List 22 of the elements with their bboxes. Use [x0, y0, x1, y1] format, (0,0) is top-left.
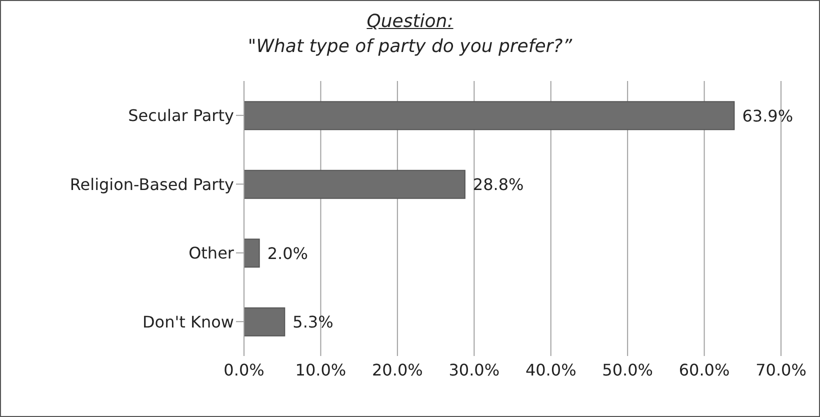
x-tick-label: 60.0%	[678, 360, 730, 380]
data-label: 2.0%	[267, 244, 308, 263]
x-tick-label: 20.0%	[372, 360, 423, 380]
bar	[244, 101, 735, 130]
data-label: 63.9%	[742, 106, 794, 126]
y-tick-label: Don't Know	[142, 312, 234, 332]
data-label: 28.8%	[472, 175, 524, 194]
x-tick-label: 10.0%	[295, 360, 346, 380]
y-tick-label: Other	[188, 244, 234, 263]
chart-subtitle: "What type of party do you prefer?”	[246, 36, 574, 57]
x-tick-label: 40.0%	[525, 360, 576, 380]
x-tick-label: 30.0%	[448, 360, 500, 380]
bar	[244, 170, 466, 199]
bar	[244, 238, 260, 268]
x-tick-label: 0.0%	[224, 360, 264, 380]
chart-title: Question:	[366, 11, 454, 32]
y-tick-label: Religion-Based Party	[70, 174, 234, 194]
data-label: 5.3%	[292, 312, 334, 332]
x-tick-label: 50.0%	[602, 360, 653, 380]
y-tick-label: Secular Party	[128, 106, 234, 126]
bar	[244, 307, 286, 336]
x-tick-label: 70.0%	[756, 360, 806, 380]
